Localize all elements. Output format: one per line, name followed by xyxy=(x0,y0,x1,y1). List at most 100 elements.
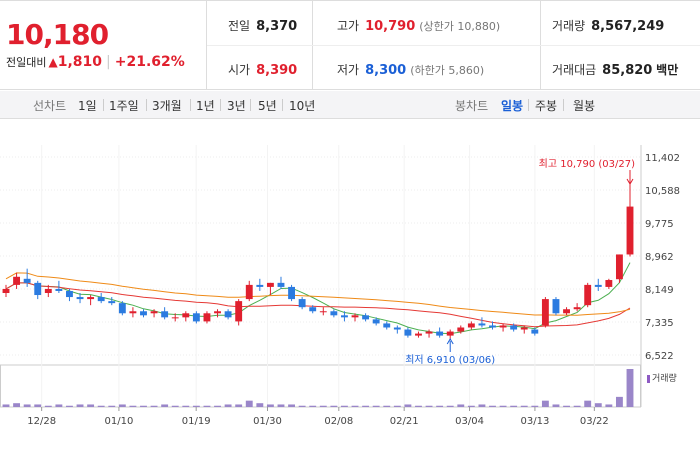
candle-body xyxy=(573,307,581,310)
candle-body xyxy=(97,297,105,302)
candle-body xyxy=(235,301,243,322)
volume-bar xyxy=(584,400,592,407)
open-label: 시가 xyxy=(228,63,251,77)
volume-bar xyxy=(44,405,52,407)
low-label: 저가 xyxy=(337,63,360,77)
candle-chart-label[interactable]: 봉차트 xyxy=(455,99,489,113)
candlestick-chart[interactable]: 거래량 11,402 10,588 9,775 8,962 8,149 7,335 6,52… xyxy=(0,120,700,450)
weekly-candle-tab[interactable]: 주봉 xyxy=(535,99,558,113)
x-tick-label: 01/19 xyxy=(182,416,211,427)
volume-bar xyxy=(489,405,496,407)
up-triangle-icon: ▲ xyxy=(48,55,58,69)
change-row: 전일대비 ▲1,810 | +21.62% xyxy=(6,54,185,70)
volume-bar xyxy=(594,403,602,407)
volume-bar xyxy=(140,405,147,407)
line-chart-label[interactable]: 선차트 xyxy=(33,99,67,113)
volume-bar xyxy=(605,404,613,407)
volume-bar xyxy=(425,405,433,407)
period-3m-button[interactable]: 3개월 xyxy=(152,99,182,113)
low-annotation: 최저 6,910 (03/06) xyxy=(405,354,495,366)
candle-body xyxy=(266,282,274,287)
high-arrow-head xyxy=(626,178,634,185)
candle-body xyxy=(55,288,63,291)
volume-bar xyxy=(615,396,623,407)
volume-bar xyxy=(235,404,243,407)
volume-bar xyxy=(224,404,232,407)
candle-body xyxy=(404,329,412,336)
candle-body xyxy=(118,303,126,314)
candle-body xyxy=(615,254,623,280)
x-tick-label: 02/21 xyxy=(390,416,419,427)
candle-body xyxy=(34,282,42,296)
volume-bar xyxy=(552,404,560,407)
volume-bar xyxy=(341,405,348,407)
chart-toolbar: 선차트 1일 1주일 3개월 1년 3년 5년 10년 봉차트 일봉 주봉 월봉 xyxy=(0,91,700,119)
volume-bar xyxy=(161,404,169,407)
y-tick-label: 8,962 xyxy=(645,252,674,263)
volume-bar xyxy=(510,405,518,407)
candle-body xyxy=(161,311,169,318)
lower-limit: (하한가 5,860) xyxy=(410,64,485,77)
daily-candle-tab[interactable]: 일봉 xyxy=(501,99,524,113)
candle-body xyxy=(478,323,486,326)
volume-label: 거래량 xyxy=(552,19,586,33)
volume-bar xyxy=(2,404,10,407)
candle-body xyxy=(150,311,158,314)
candle-body xyxy=(87,297,95,300)
volume-bar xyxy=(97,405,105,407)
candle-body xyxy=(425,331,433,334)
volume-bar xyxy=(457,404,465,407)
period-10y-button[interactable]: 10년 xyxy=(289,99,316,113)
candle-body xyxy=(362,315,370,320)
trade-amount-value: 85,820 xyxy=(602,63,653,78)
candle-body xyxy=(224,311,232,318)
x-tick-label: 02/08 xyxy=(324,416,353,427)
high-value: 10,790 xyxy=(365,19,416,34)
volume-legend-label: 거래량 xyxy=(652,372,677,384)
y-tick-label: 10,588 xyxy=(645,186,680,197)
volume-bar xyxy=(171,405,179,407)
volume-bar xyxy=(192,405,200,407)
volume-bar xyxy=(118,404,126,407)
change-percent: +21.62% xyxy=(114,54,185,70)
x-tick-label: 03/13 xyxy=(521,416,550,427)
volume-bar xyxy=(351,405,359,407)
volume-bar xyxy=(277,404,285,407)
volume-bar xyxy=(108,405,116,407)
candle-body xyxy=(245,284,253,300)
candle-body xyxy=(594,284,602,287)
volume-bar xyxy=(214,405,221,407)
y-tick-label: 9,775 xyxy=(645,219,674,230)
candle-body xyxy=(2,288,10,294)
volume-bar xyxy=(520,405,528,407)
candle-body xyxy=(23,278,31,283)
period-5y-button[interactable]: 5년 xyxy=(258,99,277,113)
candle-body xyxy=(13,276,21,285)
ma5-line xyxy=(5,262,631,335)
candle-body xyxy=(214,311,221,314)
divider xyxy=(282,99,283,111)
volume-bar xyxy=(573,405,581,407)
period-1w-button[interactable]: 1주일 xyxy=(109,99,139,113)
change-amount: 1,810 xyxy=(57,54,103,70)
candle-body xyxy=(44,288,52,294)
monthly-candle-tab[interactable]: 월봉 xyxy=(573,99,596,113)
divider xyxy=(250,99,251,111)
candle-body xyxy=(256,284,264,287)
volume-bar xyxy=(415,405,422,407)
low-cell: 저가 8,300 (하한가 5,860) xyxy=(337,61,484,78)
candle-body xyxy=(467,323,475,328)
period-3y-button[interactable]: 3년 xyxy=(227,99,246,113)
period-1y-button[interactable]: 1년 xyxy=(196,99,215,113)
volume-bar xyxy=(203,405,211,407)
volume-bar xyxy=(319,405,327,407)
divider: | xyxy=(106,54,111,70)
candle-body xyxy=(510,325,518,330)
y-tick-label: 7,335 xyxy=(645,318,674,329)
high-label: 고가 xyxy=(337,19,360,33)
period-1d-button[interactable]: 1일 xyxy=(78,99,97,113)
volume-bar xyxy=(531,405,539,407)
volume-bar xyxy=(129,405,137,407)
high-annotation: 최고 10,790 (03/27) xyxy=(539,158,635,170)
candle-body xyxy=(171,317,179,319)
